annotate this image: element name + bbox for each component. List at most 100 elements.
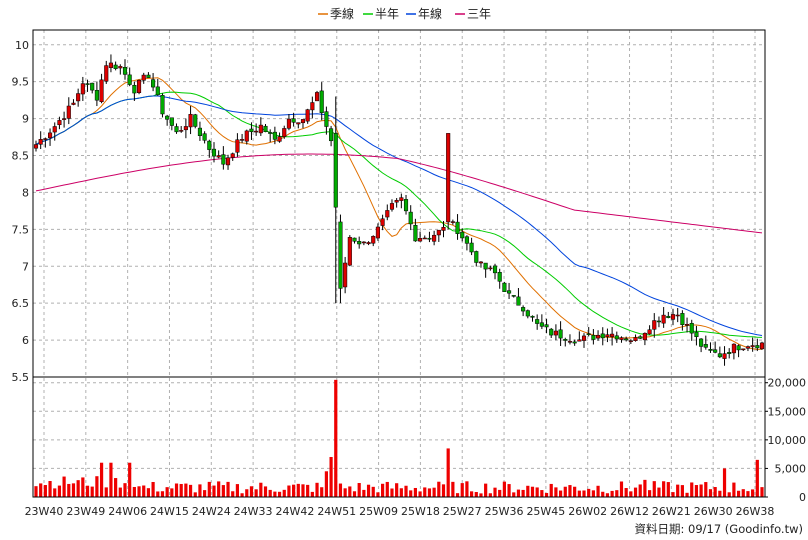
volume-bar [338, 483, 343, 497]
candle-body [511, 295, 516, 297]
candle-body [507, 290, 512, 294]
candle-body [558, 329, 563, 339]
candle-body [62, 118, 67, 120]
candle-body [90, 82, 95, 91]
volume-bars [34, 379, 764, 497]
candle-body [151, 79, 156, 88]
volume-bar [292, 484, 296, 497]
candle-body [146, 74, 151, 78]
volume-bar [395, 483, 399, 497]
candle-body [352, 237, 357, 242]
volume-bar [418, 491, 422, 497]
volume-bar [62, 476, 66, 497]
volume-bar [95, 476, 99, 497]
volume-bar [179, 483, 183, 497]
candle-body [516, 296, 521, 306]
candle-body [652, 320, 657, 330]
volume-bar [193, 492, 197, 497]
volume-bar [385, 481, 389, 497]
volume-bar [128, 462, 132, 497]
volume-bar [142, 485, 146, 497]
candle-body [43, 138, 48, 140]
candle-body [104, 65, 109, 82]
candle-body [750, 345, 755, 348]
volume-bar [123, 483, 127, 497]
volume-bar [221, 485, 225, 497]
candle-body [314, 92, 320, 102]
volume-grid [33, 382, 765, 498]
candle-body [661, 314, 666, 324]
candle-body [624, 338, 629, 341]
volume-bar [320, 487, 324, 497]
candle-body [703, 344, 708, 348]
volume-bar [549, 483, 553, 497]
candle-body [202, 133, 207, 141]
candle-body [713, 349, 718, 353]
candle-body [741, 348, 746, 351]
candle-body [385, 210, 390, 218]
volume-bar [423, 487, 427, 497]
candle-body [258, 124, 263, 134]
price-tick-label: 6 [22, 334, 29, 347]
volume-bar [240, 493, 244, 497]
volume-bar [324, 471, 328, 497]
volume-bar [629, 491, 633, 497]
volume-bar [399, 488, 403, 497]
volume-bar [498, 489, 502, 497]
candle-body [94, 90, 99, 101]
volume-bar [362, 489, 366, 497]
volume-bar [512, 492, 516, 497]
candle-body [375, 226, 380, 239]
candle-body [188, 114, 193, 128]
candle-body [57, 120, 62, 126]
volume-bar [540, 490, 544, 497]
volume-bar [390, 488, 394, 497]
candle-body [394, 200, 399, 203]
x-tick-label: 24W42 [276, 505, 315, 518]
candle-body [633, 337, 638, 341]
volume-bar [146, 488, 151, 497]
x-tick-label: 26W12 [610, 505, 649, 518]
candle-body [666, 315, 671, 318]
x-tick-label: 25W36 [485, 505, 524, 518]
volume-bar [282, 489, 286, 497]
volume-bar [479, 493, 483, 497]
candle-body [347, 237, 352, 266]
candle-body [736, 345, 741, 351]
x-tick-label: 23W49 [66, 505, 105, 518]
volume-bar [624, 488, 628, 497]
volume-bar [751, 489, 755, 497]
candle-body [450, 221, 455, 223]
volume-bar [287, 485, 291, 497]
volume-bar [694, 485, 699, 497]
legend: 季線 半年 年線 三年 [318, 6, 491, 21]
candle-body [286, 118, 291, 129]
candle-body [272, 131, 277, 140]
ma-line-4 [35, 153, 763, 234]
candle-body [759, 342, 765, 350]
volume-bar [104, 487, 108, 497]
x-tick-label: 25W27 [443, 505, 482, 518]
candle-body [614, 335, 619, 340]
volume-axis-ticks: 20,000 15,000 10,000 5,000 0 [765, 377, 806, 504]
candle-body [357, 241, 362, 245]
volume-bar [310, 491, 314, 497]
volume-bar [582, 490, 586, 497]
volume-bar [619, 481, 624, 497]
candlesticks [33, 54, 765, 366]
x-tick-label: 23W40 [25, 505, 64, 518]
candle-body [521, 307, 526, 312]
volume-bar [638, 484, 642, 497]
x-tick-label: 26W38 [736, 505, 775, 518]
candle-body [136, 80, 142, 93]
candle-body [333, 133, 338, 208]
candle-body [474, 251, 479, 263]
volume-bar [245, 489, 249, 497]
candle-body [544, 324, 549, 328]
volume-bar [371, 486, 375, 497]
volume-panel-frame [32, 376, 766, 498]
candle-body [33, 144, 39, 149]
volume-bar [493, 487, 497, 497]
x-tick-label: 26W21 [652, 505, 691, 518]
candle-body [254, 130, 259, 133]
